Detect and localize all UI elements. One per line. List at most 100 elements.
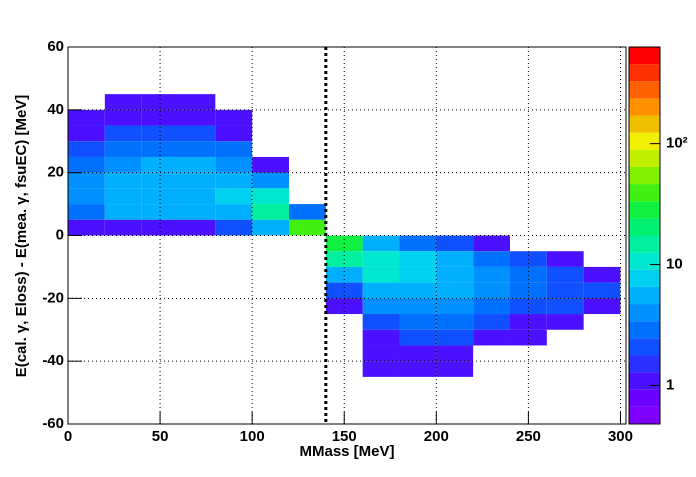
cell [362, 266, 400, 283]
cell [546, 251, 584, 267]
cell [141, 94, 179, 110]
cell [141, 172, 179, 189]
cell [215, 188, 253, 205]
cell [215, 204, 253, 220]
cell [104, 172, 142, 189]
y-tick-label: -20 [42, 289, 64, 306]
cell [178, 172, 216, 189]
cell [399, 345, 437, 362]
cell [509, 329, 547, 346]
cell [473, 251, 510, 267]
y-tick-label: -60 [42, 415, 64, 432]
cell [178, 109, 216, 126]
cell [178, 188, 216, 205]
cell [436, 298, 474, 315]
cell [178, 219, 216, 236]
cell [178, 204, 216, 220]
cell [436, 345, 474, 362]
cell [473, 235, 510, 252]
color-bar-step [629, 321, 660, 339]
cell [399, 329, 437, 346]
cell [362, 314, 400, 330]
cell [104, 156, 142, 173]
cell [546, 298, 584, 315]
x-tick-label: 300 [608, 428, 633, 445]
cell [68, 156, 105, 173]
color-bar-step [629, 338, 660, 356]
cell [215, 141, 253, 157]
cell [473, 329, 510, 346]
cell [104, 219, 142, 236]
cell [436, 361, 474, 377]
x-axis-title: MMass [MeV] [299, 443, 394, 460]
cell [362, 235, 400, 252]
y-tick-label: 40 [47, 101, 64, 118]
x-tick-label: 100 [240, 428, 265, 445]
cell [362, 298, 400, 315]
x-tick-label: 150 [332, 428, 357, 445]
color-bar-step [629, 218, 660, 236]
cell [104, 109, 142, 126]
cell [362, 329, 400, 346]
cell [436, 251, 474, 267]
cell [252, 172, 289, 189]
cell [104, 94, 142, 110]
cell [509, 298, 547, 315]
cell [104, 204, 142, 220]
cell [141, 156, 179, 173]
cells [68, 94, 621, 377]
cell [288, 219, 326, 236]
color-bar-step [629, 81, 660, 99]
cell [141, 109, 179, 126]
cell [362, 361, 400, 377]
cell [436, 266, 474, 283]
y-axis-title: E(cal. γ, Eloss) - E(mea. γ, fsuEC) [MeV… [13, 95, 30, 378]
color-bar-step [629, 406, 660, 424]
z-tick-label: 1 [666, 376, 674, 393]
cell [509, 266, 547, 283]
z-tick-label: 10² [666, 135, 688, 152]
cell [252, 156, 289, 173]
cell [546, 266, 584, 283]
color-bar-frame [628, 46, 661, 425]
cell [399, 361, 437, 377]
cell [509, 282, 547, 299]
cell [362, 251, 400, 267]
frame [67, 46, 627, 425]
x-tick-label: 50 [152, 428, 169, 445]
cell [215, 125, 253, 142]
cell [141, 125, 179, 142]
cell [104, 141, 142, 157]
color-bar-step [629, 149, 660, 167]
cell [215, 156, 253, 173]
cell [252, 188, 289, 205]
cell [436, 282, 474, 299]
cell [399, 266, 437, 283]
color-bar-step [629, 252, 660, 270]
cell [68, 204, 105, 220]
cell [288, 204, 326, 220]
cell [178, 125, 216, 142]
y-tick-label: 60 [47, 38, 64, 55]
cell [362, 345, 400, 362]
cell [436, 329, 474, 346]
cell [546, 282, 584, 299]
cell [325, 282, 363, 299]
cell [178, 141, 216, 157]
cell [68, 125, 105, 142]
cell [583, 282, 621, 299]
cell [399, 298, 437, 315]
color-bar-step [629, 184, 660, 202]
color-bar-step [629, 201, 660, 219]
cell [362, 282, 400, 299]
x-tick-label: 250 [516, 428, 541, 445]
cell [178, 94, 216, 110]
color-bar-step [629, 115, 660, 133]
color-bar-step [629, 372, 660, 390]
color-bar-step [629, 286, 660, 305]
cell [68, 141, 105, 157]
cell [215, 109, 253, 126]
y-tick-label: -40 [42, 352, 64, 369]
cell [436, 235, 474, 252]
